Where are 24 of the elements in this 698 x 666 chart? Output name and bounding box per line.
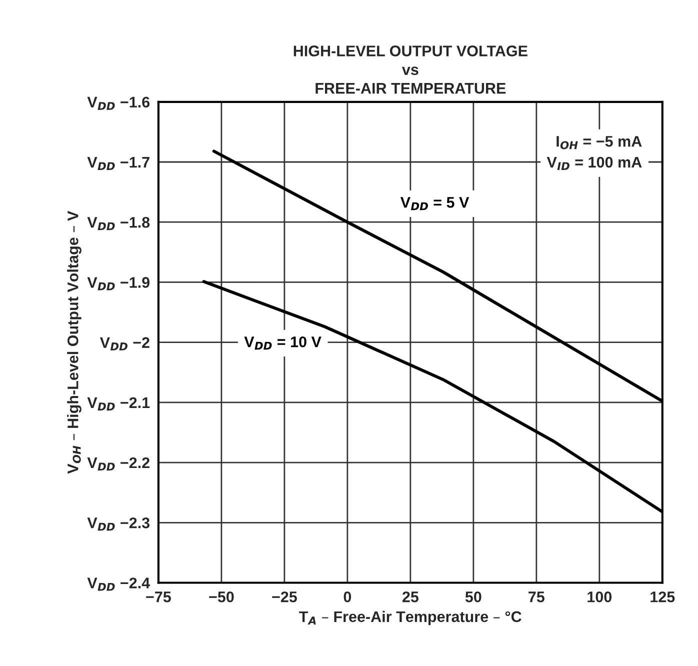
y-tick-label: V$_{DD}$ −1.7 [87, 157, 150, 170]
text: V$_{DD}$ = 5 V [400, 197, 470, 210]
y-tick-label: V$_{DD}$ −2.3 [87, 517, 150, 531]
x-axis-title: T$_{A}$ – Free-Air Temperature – °C [299, 610, 522, 626]
y-tick-label: V$_{DD}$ −1.9 [87, 277, 150, 290]
x-tick-label: 100 [588, 591, 612, 602]
y-tick-label: V$_{DD}$ −1.6 [87, 96, 150, 110]
y-tick-label: V$_{DD}$ −1.8 [87, 216, 150, 230]
x-tick-label: −50 [209, 591, 234, 602]
x-tick-label: −75 [146, 592, 171, 602]
x-tick-label: 0 [344, 591, 352, 602]
y-axis-title: V$_{OH}$ – High-Level Output Voltage – V [67, 210, 82, 474]
x-tick-label: 25 [402, 591, 418, 602]
x-tick-label: 50 [465, 591, 482, 602]
y-tick-label: V$_{DD}$ −2.1 [87, 397, 150, 410]
chart-title: HIGH-LEVEL OUTPUT VOLTAGE vs FREE-AIR TEMPERATURE [294, 46, 528, 94]
x-tick-label: −25 [272, 591, 297, 602]
y-tick-label: V$_{DD}$ −2 [100, 337, 150, 350]
y-tick-label: V$_{DD}$ −2.4 [87, 578, 150, 591]
x-tick-label: 75 [528, 592, 544, 602]
text: I$_{OH}$ = −5 mA V$_{ID}$ = 100 mA [546, 136, 642, 170]
x-tick-label: 125 [650, 591, 675, 602]
y-tick-label: V$_{DD}$ −2.2 [87, 457, 150, 471]
series-label: V$_{DD}$ = 10 V [244, 336, 322, 350]
